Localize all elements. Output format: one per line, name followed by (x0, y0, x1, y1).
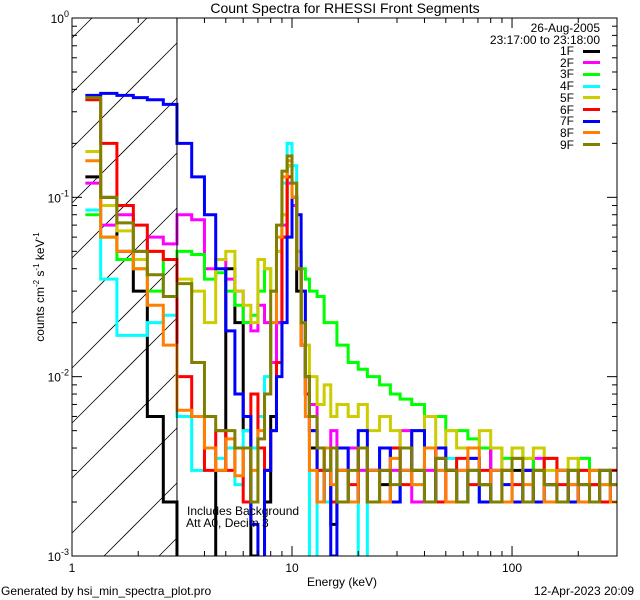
legend-swatch (583, 84, 600, 88)
series-group (85, 91, 617, 556)
y-axis-label: counts cm-2 s-1 keV-1 (32, 232, 47, 342)
x-tick-label: 1 (69, 561, 76, 575)
x-tick-label: 10 (285, 561, 299, 575)
series-3F (85, 175, 617, 487)
x-axis-label: Energy (keV) (307, 575, 378, 589)
plot-frame (71, 17, 618, 557)
x-tick-label: 100 (502, 561, 522, 575)
hatch-line (71, 262, 178, 369)
hatch-line (71, 17, 148, 94)
legend-item-4F: 4F (559, 79, 600, 94)
hatch-line (71, 317, 178, 424)
legend-swatch (583, 119, 600, 123)
legend-item-9F: 9F (559, 137, 600, 152)
legend-swatch (583, 72, 600, 76)
legend-item-2F: 2F (559, 55, 600, 70)
hatch-line (71, 17, 93, 39)
series-2F (85, 181, 617, 504)
footer-generated: Generated by hsi_min_spectra_plot.pro (1, 584, 212, 598)
series-6F (85, 98, 617, 504)
hatch-line (71, 372, 178, 479)
legend-swatch (583, 49, 600, 53)
axes: 1 10 100 100 10-1 10-2 10-3 (48, 9, 618, 575)
series-8F (85, 159, 617, 504)
hatch-line (158, 537, 178, 557)
y-tick-label: 10-1 (48, 188, 69, 205)
legend-swatch (583, 131, 600, 135)
legend-label: 3F (559, 67, 574, 82)
legend-swatch (583, 143, 600, 147)
series-5F (85, 150, 617, 487)
legend-label: 9F (559, 137, 574, 152)
legend-label: 7F (559, 114, 574, 129)
date-label: 26-Aug-2005 (530, 21, 600, 35)
time-range-label: 23:17:00 to 23:18:00 (489, 33, 600, 47)
legend-swatch (583, 61, 600, 65)
chart-title: Count Spectra for RHESSI Front Segments (210, 0, 480, 16)
legend-item-1F: 1F (559, 44, 600, 58)
legend-label: 6F (559, 102, 574, 117)
series-9F (85, 96, 617, 504)
legend-item-5F: 5F (559, 90, 600, 105)
y-tick-label: 10-2 (48, 368, 69, 385)
series-4F (85, 141, 617, 556)
series-7F (85, 91, 617, 556)
annotation-background: Includes Background (187, 504, 300, 518)
legend-swatch (583, 108, 600, 111)
annotation-att: Att A0, Decim 3 (186, 516, 269, 530)
hatch-line (71, 427, 178, 534)
legend-label: 2F (559, 55, 574, 70)
footer-timestamp: 12-Apr-2023 20:09 (533, 584, 634, 598)
legend-label: 5F (559, 90, 574, 105)
legend-item-6F: 6F (559, 102, 600, 117)
legend-swatch (583, 96, 600, 100)
legend-label: 4F (559, 79, 574, 94)
hatch-line (103, 482, 178, 557)
y-tick-label: 100 (51, 9, 69, 26)
legend-item-3F: 3F (559, 67, 600, 82)
hatch-line (71, 97, 178, 204)
legend-label: 8F (559, 125, 574, 140)
y-tick-label: 10-3 (48, 547, 69, 564)
legend-item-8F: 8F (559, 125, 600, 140)
legend-item-7F: 7F (559, 114, 600, 129)
legend-label: 1F (559, 44, 574, 58)
